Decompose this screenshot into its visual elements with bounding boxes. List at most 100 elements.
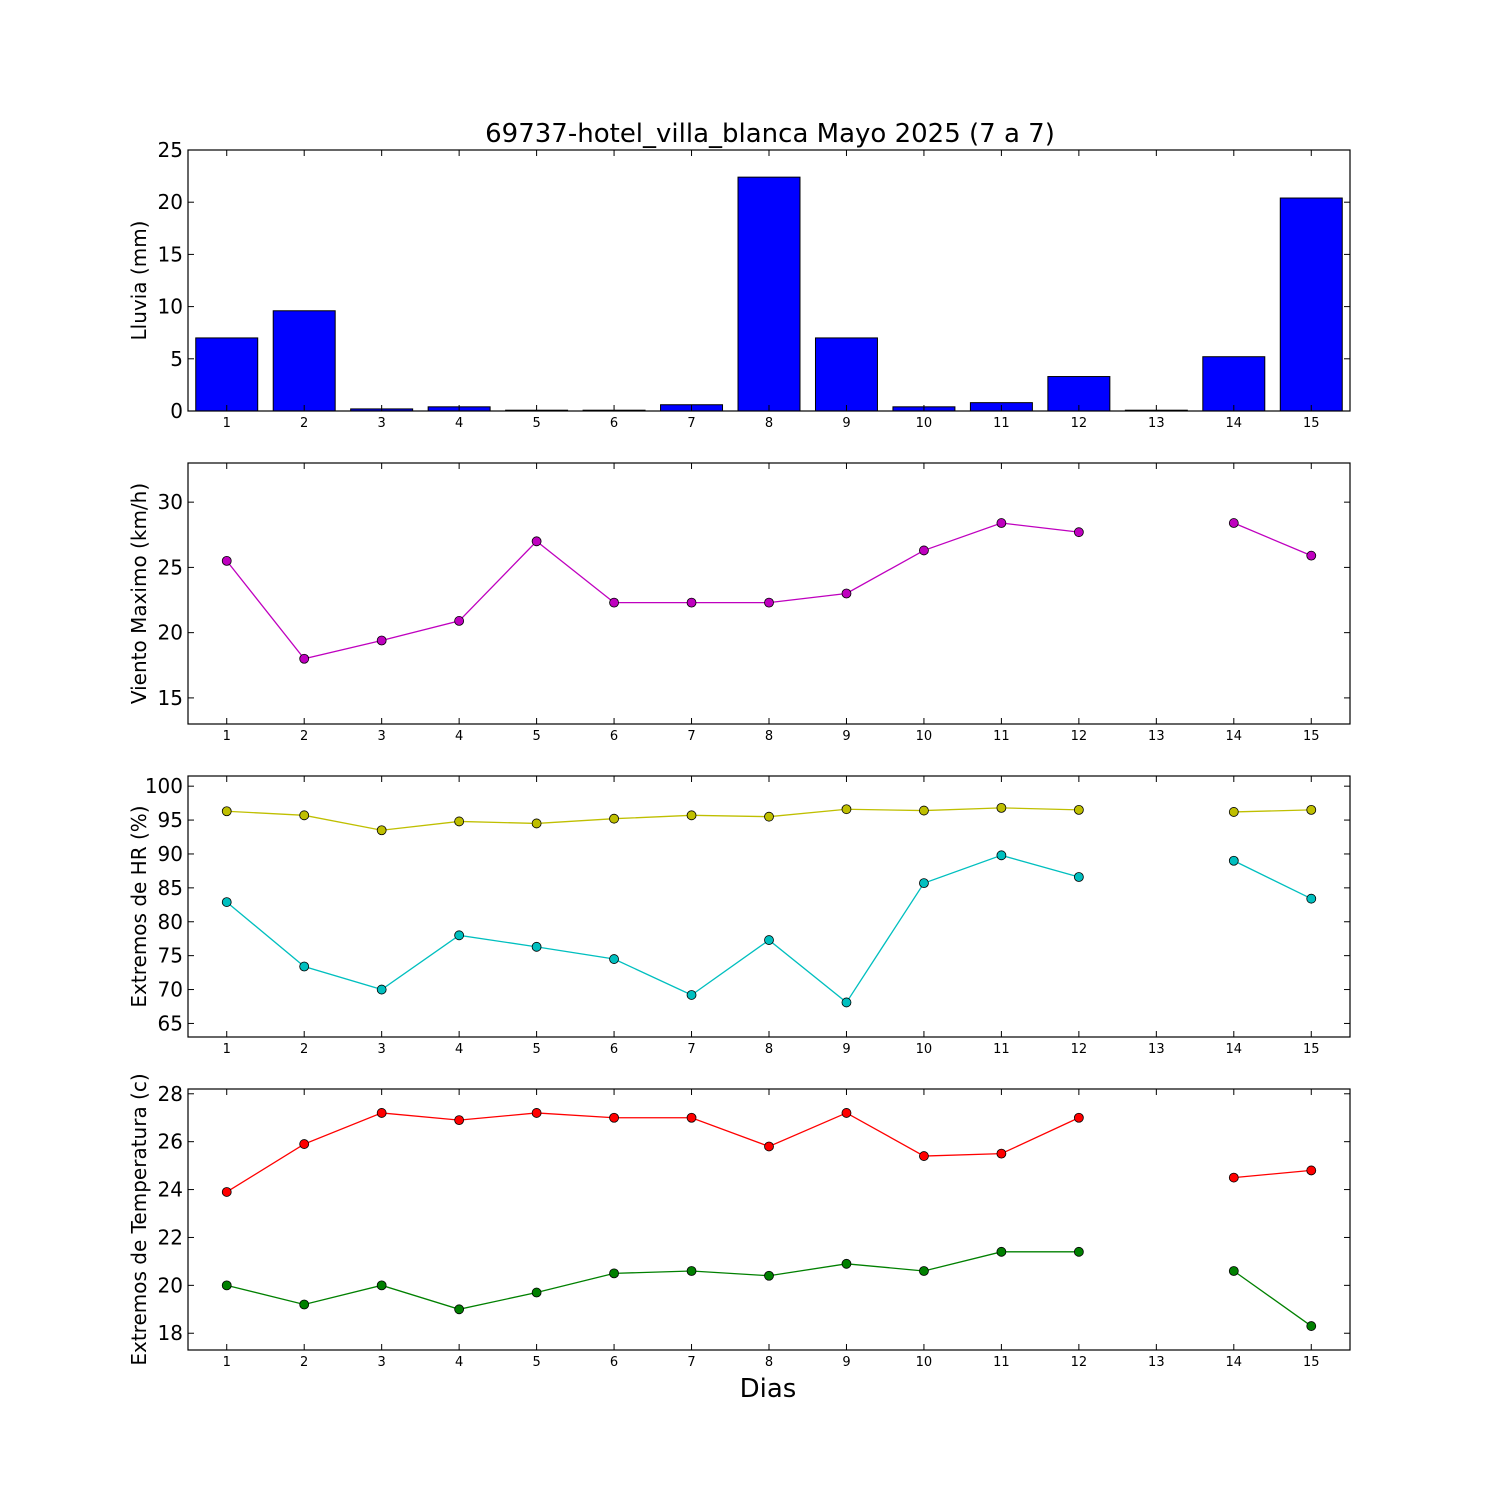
- series-2-point-day-4: [454, 930, 465, 941]
- x-tick-label: 10: [916, 416, 933, 431]
- x-tick-label: 3: [378, 1355, 386, 1370]
- series-1-point-day-6: [609, 1112, 619, 1123]
- series-2-line-1: [226, 1251, 1079, 1310]
- series-2-point-day-11: [996, 850, 1007, 861]
- series-1-point-day-11: [996, 802, 1007, 813]
- series-2-point-day-8: [764, 935, 774, 945]
- x-tick-label: 6: [610, 416, 618, 431]
- series-2-point-day-4: [454, 1304, 465, 1315]
- x-tick-label: 4: [455, 416, 463, 431]
- series-1-point-day-14: [1228, 807, 1239, 817]
- y-tick-label: 0: [170, 399, 183, 423]
- x-tick-label: 12: [1071, 729, 1088, 744]
- series-2-point-day-9: [841, 997, 852, 1008]
- y-tick-label: 24: [158, 1178, 183, 1202]
- series-1-point-day-11: [996, 1148, 1007, 1159]
- y-tick-label: 10: [158, 295, 183, 319]
- y-tick-label: 95: [158, 808, 183, 832]
- x-tick-label: 14: [1226, 1355, 1243, 1370]
- x-tick-label: 3: [378, 729, 386, 744]
- series-2-point-day-3: [376, 984, 387, 995]
- series-1-point-day-2: [299, 810, 310, 821]
- y-tick-label: 26: [158, 1130, 183, 1154]
- y-tick-label: 20: [158, 1273, 183, 1297]
- x-tick-label: 2: [300, 1355, 308, 1370]
- x-tick-label: 13: [1148, 416, 1165, 431]
- series-1-point-day-6: [609, 813, 619, 824]
- series-1-line-2: [1233, 809, 1312, 813]
- y-tick-label: 5: [170, 347, 183, 371]
- series-2-point-day-15: [1306, 893, 1317, 904]
- x-tick-label: 12: [1071, 1042, 1088, 1057]
- x-tick-label: 9: [842, 416, 850, 431]
- series-1-point-day-1: [221, 806, 232, 817]
- x-tick-label: 5: [532, 1042, 540, 1057]
- y-tick-label: 90: [158, 842, 183, 866]
- x-tick-label: 11: [993, 729, 1010, 744]
- series-1-line-2: [1233, 522, 1312, 557]
- y-tick-label: 18: [158, 1321, 183, 1345]
- series-2-point-day-12: [1073, 1246, 1084, 1257]
- x-tick-label: 7: [687, 729, 695, 744]
- x-tick-label: 5: [532, 1355, 540, 1370]
- x-tick-label: 3: [378, 1042, 386, 1057]
- series-1-point-day-8: [764, 1141, 774, 1152]
- series-2-line-1: [226, 854, 1080, 1004]
- y-tick-label: 100: [145, 774, 183, 798]
- series-1-point-day-8: [764, 597, 774, 608]
- series-1-point-day-9: [841, 588, 852, 599]
- y-axis-label: Extremos de HR (%): [127, 805, 151, 1007]
- series-1-point-day-5: [531, 1108, 542, 1118]
- x-tick-label: 11: [993, 416, 1010, 431]
- x-tick-label: 12: [1071, 1355, 1088, 1370]
- y-tick-label: 28: [158, 1082, 183, 1106]
- x-tick-label: 5: [532, 729, 540, 744]
- y-tick-label: 25: [158, 138, 183, 162]
- y-tick-label: 75: [158, 944, 183, 968]
- series-2-point-day-5: [531, 941, 542, 952]
- series-1-point-day-15: [1306, 550, 1317, 561]
- x-tick-label: 7: [687, 1355, 695, 1370]
- series-1-point-day-15: [1306, 804, 1317, 815]
- x-tick-label: 11: [993, 1355, 1010, 1370]
- series-1-line-1: [226, 1112, 1080, 1193]
- panel-temperatura: 1 2 3 4 5 6 7 8 9 10 11 12 13 14 15182022242628Extremo…: [127, 1073, 1351, 1370]
- series-1-point-day-11: [996, 518, 1007, 528]
- bar-day-2: [272, 310, 336, 412]
- series-1-point-day-10: [919, 1151, 929, 1161]
- y-tick-label: 65: [158, 1011, 183, 1035]
- y-tick-label: 20: [158, 621, 183, 645]
- x-tick-label: 3: [378, 416, 386, 431]
- x-tick-label: 1: [223, 1042, 231, 1057]
- series-1-point-day-10: [919, 545, 929, 556]
- x-tick-label: 8: [765, 729, 773, 744]
- x-tick-label: 13: [1148, 1042, 1165, 1057]
- y-axis-label: Viento Maximo (km/h): [127, 483, 151, 704]
- series-1-point-day-3: [376, 1108, 387, 1118]
- series-2-point-day-2: [299, 1299, 310, 1310]
- series-1-point-day-15: [1306, 1165, 1317, 1176]
- series-1-line-1: [226, 522, 1079, 660]
- x-tick-label: 14: [1226, 729, 1243, 744]
- series-2-point-day-1: [221, 897, 232, 907]
- x-tick-label: 10: [916, 729, 933, 744]
- x-tick-label: 6: [610, 1042, 618, 1057]
- x-tick-label: 12: [1071, 416, 1088, 431]
- series-2-point-day-5: [531, 1287, 542, 1298]
- bar-day-9: [814, 337, 878, 412]
- y-tick-label: 20: [158, 190, 183, 214]
- chart-title: 69737-hotel_villa_blanca Mayo 2025 (7 a …: [485, 119, 1055, 149]
- x-tick-label: 1: [223, 729, 231, 744]
- y-tick-label: 22: [158, 1225, 183, 1249]
- x-tick-label: 6: [610, 729, 618, 744]
- series-1-point-day-1: [221, 555, 232, 566]
- y-axis-label: Lluvia (mm): [127, 221, 151, 341]
- x-tick-label: 15: [1303, 416, 1320, 431]
- series-1-point-day-9: [841, 804, 852, 815]
- y-tick-label: 15: [158, 242, 183, 266]
- series-1-point-day-1: [221, 1187, 232, 1197]
- x-tick-label: 9: [842, 729, 850, 744]
- series-1-point-day-7: [686, 597, 697, 608]
